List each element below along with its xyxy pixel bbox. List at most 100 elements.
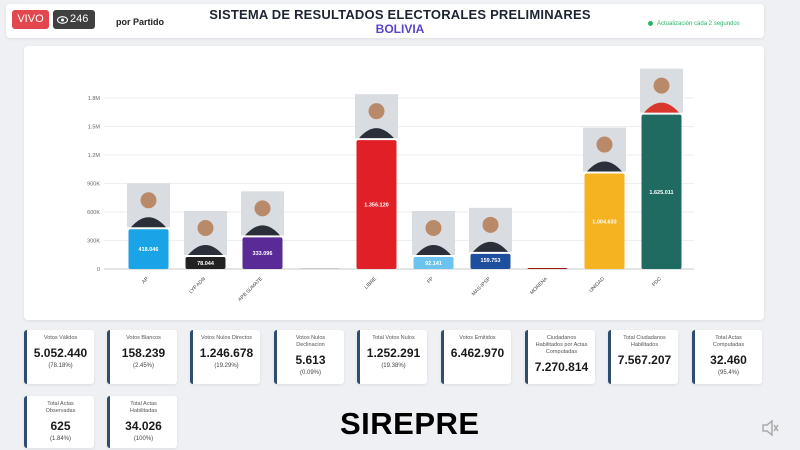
eye-icon: [56, 16, 69, 24]
stat-value: 158.239: [121, 346, 166, 360]
votes-by-party-chart: 0 300K 600K 900K 1.2M 1.5M 1.8M 418.046 AP 78.044…: [24, 46, 764, 320]
candidate-face: [368, 103, 385, 120]
candidate-face: [653, 77, 670, 94]
x-tick-label: AP: [141, 276, 150, 285]
stat-percentage: (19.38%): [381, 363, 406, 369]
bar-value-label: 333.096: [253, 251, 273, 257]
stat-card: Total Ciudadanos Habilitados 7.567.207: [608, 330, 678, 384]
speaker-muted-icon[interactable]: [760, 418, 780, 438]
stat-value: 1.246.678: [199, 346, 254, 360]
y-tick-label: 600K: [87, 210, 100, 216]
x-tick-label: APB SÚMATE: [236, 275, 264, 303]
stat-label: Votos Válidos: [43, 335, 78, 341]
stat-percentage: (100%): [133, 436, 154, 442]
stat-card: Total Votos Nulos 1.252.291 (19.38%): [357, 330, 427, 384]
bar-chart: 0 300K 600K 900K 1.2M 1.5M 1.8M 418.046 AP 78.044…: [87, 68, 694, 303]
y-tick-label: 1.8M: [88, 96, 101, 102]
candidate-face: [254, 200, 271, 217]
stat-card: Votos Emitidos 6.462.970: [441, 330, 511, 384]
candidate-face: [425, 220, 442, 236]
stat-value: 5.613: [295, 353, 326, 367]
stat-value: 7.270.814: [534, 360, 589, 374]
bar-value-label: 1.004.633: [592, 219, 616, 225]
viewer-count-badge: 246: [53, 10, 95, 29]
x-tick-label: PDC: [651, 276, 663, 288]
stat-percentage: (78.18%): [48, 363, 73, 369]
candidate-face: [596, 136, 613, 153]
stat-card: Votos Nulos Declinacion 5.613 (0.09%): [274, 330, 344, 384]
stat-label: Ciudadanos Habilitados por Actas Computa…: [535, 335, 588, 355]
candidate-face: [197, 220, 214, 236]
update-indicator: Actualización cada 2 segundos: [648, 21, 740, 27]
candidate-suit: [644, 102, 679, 113]
candidate-face: [140, 192, 157, 209]
live-dot-icon: [648, 21, 653, 26]
stat-label: Total Actas Habilitadas: [129, 401, 158, 414]
sirepre-watermark: SIREPRE: [340, 406, 480, 441]
stat-value: 34.026: [125, 419, 162, 433]
x-tick-label: UNIDAD: [588, 276, 606, 294]
bar: [584, 173, 625, 269]
bar-value-label: 92.141: [425, 261, 442, 267]
stat-label: Total Actas Observadas: [45, 401, 76, 414]
bar-value-label: 78.044: [197, 261, 215, 267]
stat-label: Votos Blancos: [126, 335, 161, 341]
stat-card: Ciudadanos Habilitados por Actas Computa…: [525, 330, 595, 384]
candidate-suit: [188, 245, 223, 255]
bar: [242, 237, 283, 269]
stat-card: Votos Nulos Directos 1.246.678 (19.29%): [190, 330, 260, 384]
bar: [641, 114, 682, 269]
candidate-suit: [131, 217, 166, 228]
stat-value: 32.460: [710, 353, 747, 367]
bar-value-label: 159.753: [481, 258, 501, 264]
live-badge: VIVO: [12, 10, 49, 29]
stat-card: Total Actas Habilitadas 34.026 (100%): [107, 396, 177, 448]
y-tick-label: 1.2M: [88, 153, 101, 159]
stat-label: Votos Nulos Directos: [200, 335, 253, 341]
bar: [413, 257, 454, 269]
update-note: Actualización cada 2 segundos: [657, 21, 740, 28]
stat-value: 6.462.970: [450, 346, 505, 360]
stat-percentage: (1.84%): [49, 436, 71, 442]
stat-value: 7.567.207: [617, 353, 672, 367]
candidate-suit: [587, 161, 622, 172]
x-tick-label: FP: [426, 276, 435, 285]
bar: [185, 257, 226, 269]
page-subtitle: BOLIVIA: [375, 22, 425, 36]
candidate-suit: [416, 245, 451, 255]
stat-percentage: (2.45%): [132, 363, 154, 369]
stat-percentage: (19.29%): [214, 363, 239, 369]
stat-label: Total Votos Nulos: [372, 335, 415, 341]
page-title: SISTEMA DE RESULTADOS ELECTORALES PRELIM…: [209, 7, 591, 22]
viewer-count: 246: [70, 13, 89, 25]
stat-value: 5.052.440: [33, 346, 88, 360]
candidate-suit: [359, 128, 394, 139]
stat-label: Votos Emitidos: [459, 335, 496, 341]
y-tick-label: 300K: [87, 239, 100, 245]
stat-percentage: (0.09%): [299, 370, 321, 376]
bar: [128, 229, 169, 269]
x-tick-label: LIBRE: [363, 276, 378, 291]
bar-value-label: 418.046: [139, 247, 159, 253]
bar: [356, 140, 397, 269]
bar: [470, 253, 511, 269]
stat-percentage: (95.4%): [717, 370, 739, 376]
chart-section-label: por Partido: [116, 17, 165, 27]
y-tick-label: 0: [97, 267, 100, 273]
x-tick-label: MORENA: [529, 276, 549, 296]
bar: [299, 268, 340, 269]
candidate-suit: [473, 241, 508, 252]
stat-label: Total Ciudadanos Habilitados: [623, 335, 666, 348]
stat-card: Votos Blancos 158.239 (2.45%): [107, 330, 177, 384]
candidate-face: [482, 216, 499, 233]
stat-card: Votos Válidos 5.052.440 (78.18%): [24, 330, 94, 384]
stat-card: Total Actas Observadas 625 (1.84%): [24, 396, 94, 448]
stat-value: 1.252.291: [366, 346, 421, 360]
candidate-suit: [245, 225, 280, 236]
x-tick-label: LYP ADN: [188, 276, 207, 295]
y-tick-label: 1.5M: [88, 125, 101, 131]
bar: [527, 268, 568, 269]
stat-value: 625: [50, 419, 71, 433]
x-tick-label: MAS-IPSP: [471, 276, 493, 298]
stat-label: Total Actas Computadas: [712, 335, 745, 348]
